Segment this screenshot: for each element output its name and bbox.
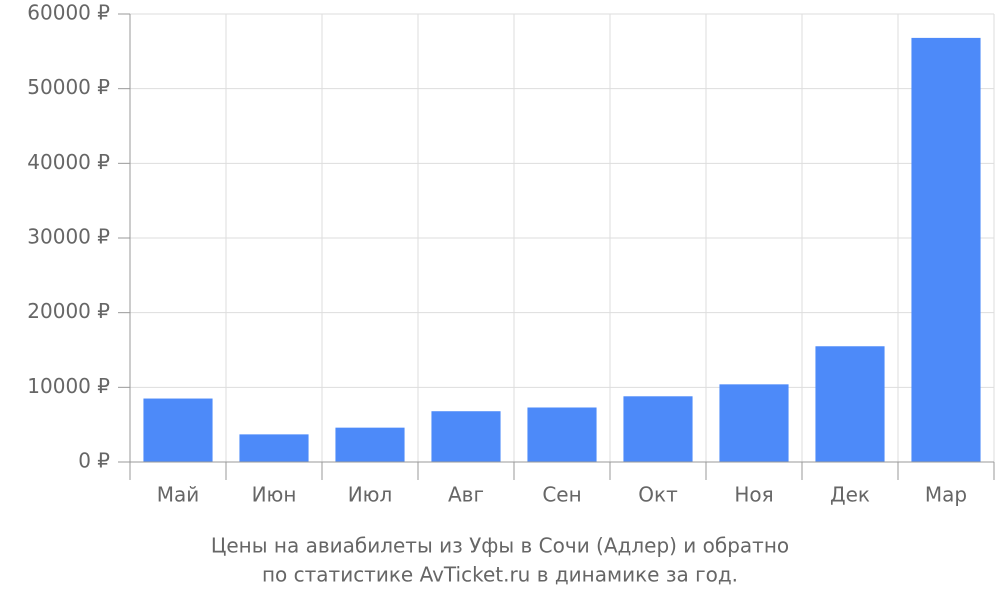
chart-title: Цены на авиабилеты из Уфы в Сочи (Адлер)… — [211, 534, 789, 558]
x-tick-label: Ноя — [734, 483, 773, 507]
y-tick-label: 20000 ₽ — [27, 299, 110, 323]
y-tick-label: 0 ₽ — [78, 449, 110, 473]
bar — [527, 407, 597, 462]
x-tick-label: Сен — [542, 483, 581, 507]
bar — [719, 384, 789, 462]
y-tick-label: 40000 ₽ — [27, 150, 110, 174]
bar — [431, 411, 501, 462]
x-tick-label: Май — [157, 483, 200, 507]
x-tick-label: Мар — [925, 483, 967, 507]
bar — [335, 427, 405, 462]
bar — [143, 398, 213, 462]
y-tick-label: 60000 ₽ — [27, 1, 110, 25]
y-tick-label: 50000 ₽ — [27, 75, 110, 99]
x-tick-label: Окт — [638, 483, 678, 507]
bar — [239, 434, 309, 462]
x-tick-label: Июл — [348, 483, 393, 507]
x-tick-label: Июн — [252, 483, 297, 507]
x-tick-label: Авг — [448, 483, 484, 507]
y-tick-label: 30000 ₽ — [27, 225, 110, 249]
chart-subtitle: по статистике AvTicket.ru в динамике за … — [262, 563, 738, 587]
bar — [815, 346, 885, 462]
bar — [623, 396, 693, 462]
y-tick-label: 10000 ₽ — [27, 374, 110, 398]
bar — [911, 37, 981, 462]
x-tick-label: Дек — [830, 483, 870, 507]
